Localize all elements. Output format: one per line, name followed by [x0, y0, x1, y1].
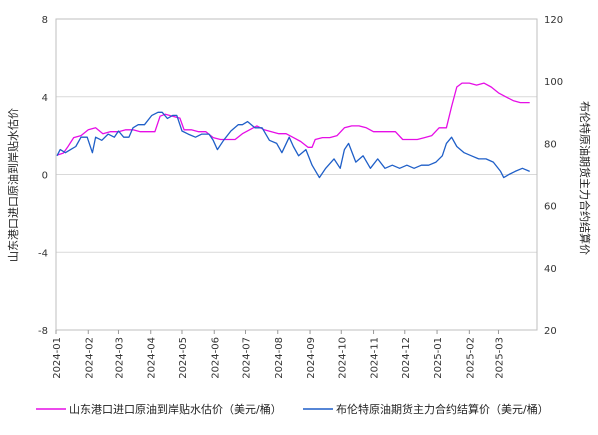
series-line-brent [56, 111, 530, 179]
right-axis-title: 布伦特原油期货主力合约结算价 [578, 101, 592, 255]
x-tick-label: 2024-05 [178, 337, 189, 379]
legend: 山东港口进口原油到岸贴水估价（美元/桶） 布伦特原油期货主力合约结算价（美元/桶… [36, 402, 549, 416]
x-tick-label: 2024-01 [52, 337, 63, 379]
x-tick-label: 2024-10 [337, 337, 348, 379]
x-tick-label: 2024-11 [370, 337, 381, 379]
right-tick-label: 100 [544, 77, 563, 88]
right-tick-label: 60 [544, 202, 557, 213]
left-tick-label: 8 [42, 15, 48, 26]
x-tick-label: 2025-02 [465, 337, 476, 379]
x-tick-label: 2025-03 [494, 337, 505, 379]
x-tick-label: 2024-12 [401, 337, 412, 379]
x-tick-label: 2024-04 [147, 337, 158, 379]
x-tick-label: 2024-08 [274, 337, 285, 379]
left-tick-label: -8 [38, 326, 48, 337]
legend-label-brent: 布伦特原油期货主力合约结算价（美元/桶） [336, 402, 549, 416]
left-axis: -8 -4 0 4 8 [38, 15, 48, 337]
left-axis-title: 山东港口进口原油到岸贴水估价 [6, 108, 20, 262]
right-axis: 20 40 60 80 100 120 [544, 15, 563, 337]
x-tick-label: 2024-06 [210, 337, 221, 379]
right-tick-label: 20 [544, 326, 557, 337]
x-tick-label: 2024-09 [306, 337, 317, 379]
right-tick-label: 80 [544, 139, 557, 150]
left-tick-label: 0 [42, 171, 48, 182]
x-axis: 2024-01 2024-02 2024-03 2024-04 2024-05 2024-… [52, 330, 505, 379]
x-tick-label: 2025-01 [433, 337, 444, 379]
x-tick-label: 2024-02 [84, 337, 95, 379]
series-layer [56, 82, 530, 179]
plot-frame [55, 18, 538, 331]
right-tick-label: 40 [544, 264, 557, 275]
grid-lines [56, 18, 537, 331]
x-tick-label: 2024-03 [114, 337, 125, 379]
x-tick-label: 2024-07 [241, 337, 252, 379]
legend-label-premium: 山东港口进口原油到岸贴水估价（美元/桶） [69, 402, 282, 416]
right-tick-label: 120 [544, 15, 563, 26]
left-tick-label: 4 [42, 93, 48, 104]
left-tick-label: -4 [38, 248, 48, 259]
series-line-premium [56, 82, 530, 156]
